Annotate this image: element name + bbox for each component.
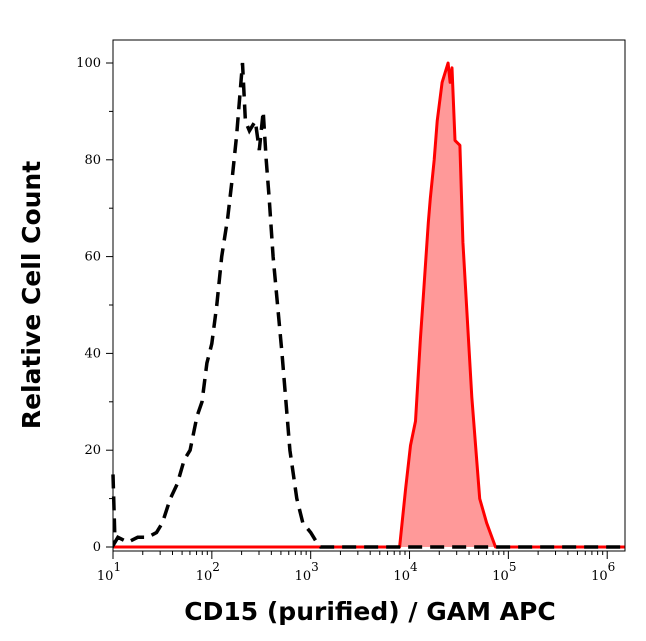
x-tick-label: 103 bbox=[295, 560, 319, 584]
axes-layer: 0 20 40 60 80 100 101 102 103 104 105 106 bbox=[76, 56, 615, 584]
y-tick-label: 100 bbox=[76, 56, 101, 71]
x-tick-label: 101 bbox=[97, 560, 121, 584]
series-layer bbox=[111, 61, 625, 549]
x-tick-label: 102 bbox=[196, 560, 220, 584]
series-line-1 bbox=[113, 61, 625, 549]
y-axis-title: Relative Cell Count bbox=[17, 161, 46, 429]
x-axis-title: CD15 (purified) / GAM APC bbox=[184, 597, 555, 626]
x-tick-label: 105 bbox=[492, 560, 516, 584]
x-tick-label: 106 bbox=[591, 560, 615, 584]
series-fill-1 bbox=[113, 63, 625, 547]
x-tick-label: 104 bbox=[393, 560, 418, 584]
y-tick-label: 40 bbox=[84, 346, 101, 361]
plot-frame bbox=[112, 39, 626, 552]
y-tick-label: 80 bbox=[84, 153, 101, 168]
y-tick-label: 60 bbox=[84, 250, 101, 265]
y-tick-label: 0 bbox=[93, 540, 101, 555]
y-tick-label: 20 bbox=[84, 443, 101, 458]
series-line-0 bbox=[111, 62, 625, 549]
